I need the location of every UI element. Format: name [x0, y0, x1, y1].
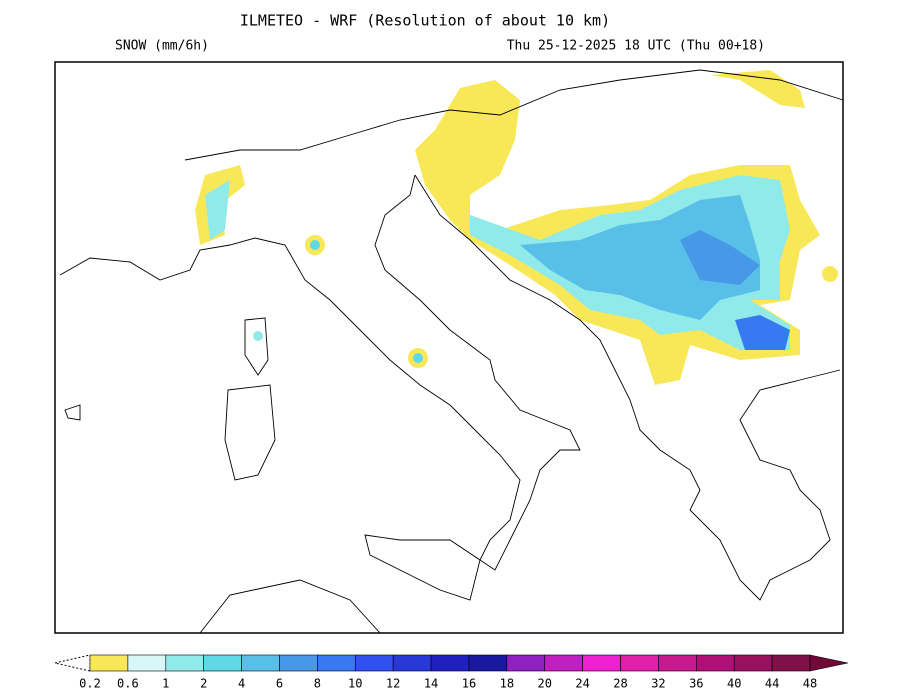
colorbar-box [620, 654, 659, 672]
colorbar-box [696, 654, 735, 672]
colorbar-box [582, 654, 621, 672]
colorbar-box [127, 654, 167, 672]
colorbar-label: 48 [803, 677, 817, 691]
colorbar-label: 14 [424, 677, 438, 691]
colorbar-label: 8 [314, 677, 321, 691]
colorbar-box [658, 654, 697, 672]
colorbar-label: 12 [386, 677, 400, 691]
colorbar-label: 36 [689, 677, 703, 691]
colorbar-label: 32 [651, 677, 665, 691]
colorbar-label: 18 [500, 677, 514, 691]
colorbar-label: 24 [575, 677, 589, 691]
snow-areas [195, 70, 838, 385]
colorbar-box [354, 654, 394, 672]
colorbar-box [279, 654, 318, 672]
colorbar-box [468, 654, 508, 672]
coastlines [59, 69, 844, 634]
colorbar-label: 40 [727, 677, 741, 691]
colorbar-box [544, 654, 583, 672]
valid-time: Thu 25-12-2025 18 UTC (Thu 00+18) [507, 39, 765, 54]
colorbar-label: 6 [276, 677, 283, 691]
colorbar-label: 44 [765, 677, 779, 691]
colorbar-box [430, 654, 470, 672]
colorbar-label: 2 [200, 677, 207, 691]
title: ILMETEO - WRF (Resolution of about 10 km… [240, 12, 610, 30]
colorbar-label: 28 [613, 677, 627, 691]
colorbar-box [203, 654, 242, 672]
colorbar-label: 16 [462, 677, 476, 691]
colorbar-box [317, 654, 356, 672]
colorbar-over [809, 654, 849, 672]
colorbar-label: 1 [162, 677, 169, 691]
field-label: SNOW (mm/6h) [115, 39, 209, 54]
colorbar-label: 20 [538, 677, 552, 691]
colorbar-label: 0.6 [117, 677, 139, 691]
colorbar-box [241, 654, 280, 672]
colorbar-under [54, 654, 91, 672]
colorbar: 0.2 0.6 1 2 4 6 8 10 12 14 16 18 20 24 28 32 36 40 44 48 [54, 654, 849, 691]
colorbar-box [771, 654, 811, 672]
colorbar-box [506, 654, 546, 672]
colorbar-box [165, 654, 204, 672]
colorbar-box [733, 654, 773, 672]
colorbar-box [392, 654, 432, 672]
colorbar-label: 0.2 [79, 677, 101, 691]
colorbar-box [89, 654, 129, 672]
colorbar-label: 10 [348, 677, 362, 691]
map [54, 61, 844, 634]
colorbar-label: 4 [238, 677, 245, 691]
